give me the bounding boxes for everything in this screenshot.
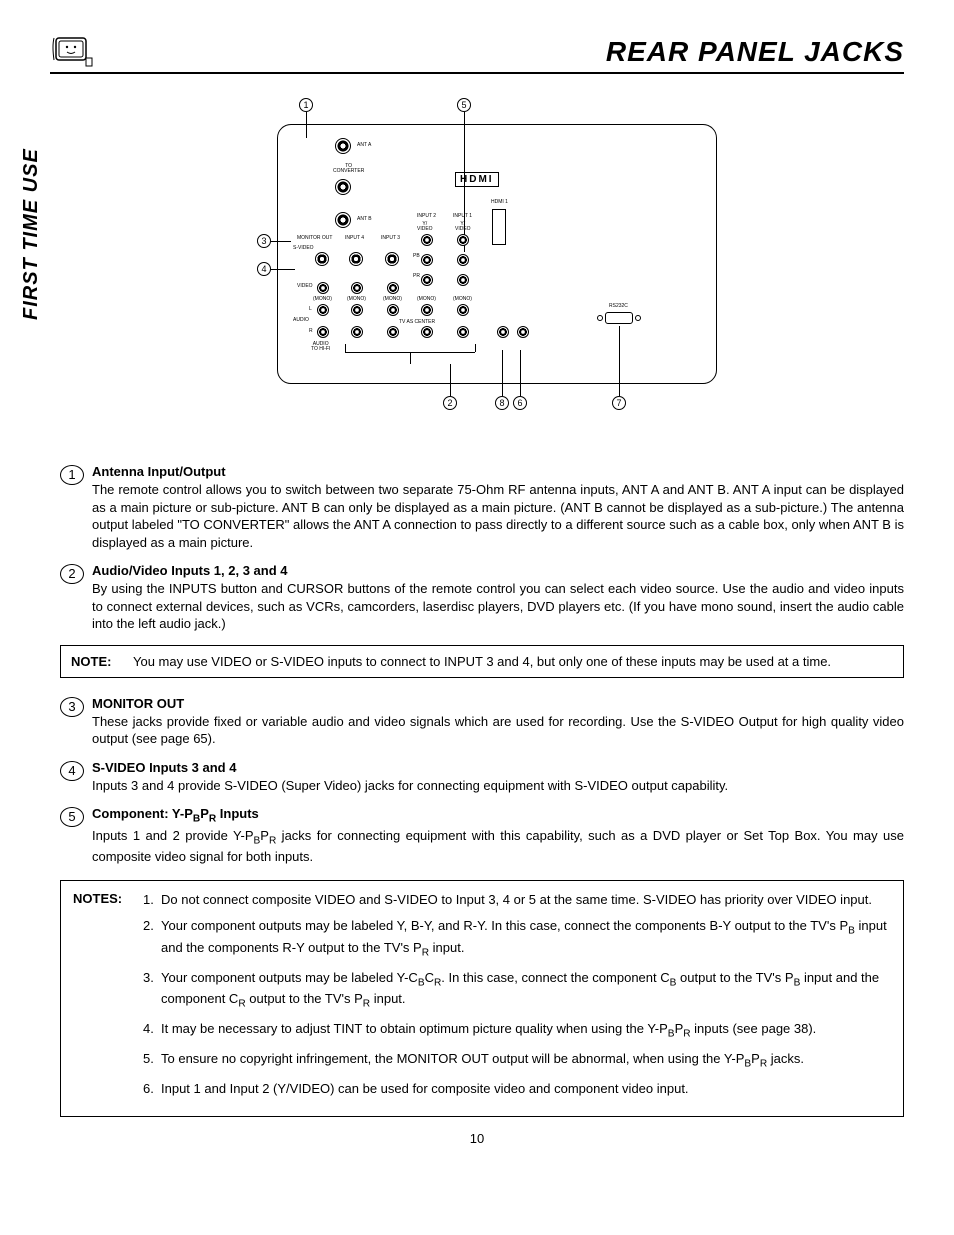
- notes-num: 1.: [143, 891, 161, 909]
- label-input3: INPUT 3: [381, 236, 400, 241]
- notes-num: 6.: [143, 1080, 161, 1098]
- label-video: VIDEO: [297, 284, 313, 289]
- item-3: 3 MONITOR OUT These jacks provide fixed …: [60, 696, 904, 748]
- callout-6: 6: [513, 396, 527, 410]
- label-hdmi1: HDMI 1: [491, 200, 508, 205]
- page-title: REAR PANEL JACKS: [606, 36, 904, 68]
- notes-row: 4.It may be necessary to adjust TINT to …: [143, 1020, 891, 1042]
- notes-box: NOTES: 1.Do not connect composite VIDEO …: [60, 880, 904, 1117]
- callout-4: 4: [257, 262, 271, 276]
- rear-panel-diagram: 1 5 3 4 2 8 6 7 ANT A TOCONVERTER ANT B …: [50, 94, 904, 434]
- label-audio-hifi: AUDIOTO HI-FI: [311, 342, 330, 352]
- callout-1: 1: [299, 98, 313, 112]
- label-input4: INPUT 4: [345, 236, 364, 241]
- item-text: These jacks provide fixed or variable au…: [92, 713, 904, 748]
- item-5: 5 Component: Y-PBPR Inputs Inputs 1 and …: [60, 806, 904, 865]
- notes-num: 2.: [143, 917, 161, 961]
- notes-text: Input 1 and Input 2 (Y/VIDEO) can be use…: [161, 1080, 689, 1098]
- item-heading: S-VIDEO Inputs 3 and 4: [92, 760, 904, 775]
- page-header: REAR PANEL JACKS: [50, 30, 904, 74]
- side-tab: FIRST TIME USE: [20, 148, 43, 320]
- label-yvideo2: Y/VIDEO: [455, 222, 471, 232]
- item-text: The remote control allows you to switch …: [92, 481, 904, 551]
- callout-3: 3: [257, 234, 271, 248]
- callout-2: 2: [443, 396, 457, 410]
- item-number: 1: [60, 465, 84, 485]
- item-heading: Component: Y-PBPR Inputs: [92, 806, 904, 825]
- label-rs232: RS232C: [609, 304, 628, 309]
- label-monitor-out: MONITOR OUT: [297, 236, 332, 241]
- label-r: R: [309, 329, 313, 334]
- item-2: 2 Audio/Video Inputs 1, 2, 3 and 4 By us…: [60, 563, 904, 633]
- label-ant-b: ANT B: [357, 217, 372, 222]
- label-mono4: (MONO): [417, 297, 436, 302]
- callout-7: 7: [612, 396, 626, 410]
- item-number: 3: [60, 697, 84, 717]
- callout-8: 8: [495, 396, 509, 410]
- item-1: 1 Antenna Input/Output The remote contro…: [60, 464, 904, 551]
- item-text: By using the INPUTS button and CURSOR bu…: [92, 580, 904, 633]
- label-tv-center: TV AS CENTER: [399, 320, 435, 325]
- notes-text: To ensure no copyright infringement, the…: [161, 1050, 804, 1072]
- notes-row: 5.To ensure no copyright infringement, t…: [143, 1050, 891, 1072]
- label-input2: INPUT 2: [417, 214, 436, 219]
- label-to-converter: TOCONVERTER: [333, 164, 364, 174]
- label-pr: PR: [413, 274, 420, 279]
- notes-text: Your component outputs may be labeled Y,…: [161, 917, 891, 961]
- main-content: 1 Antenna Input/Output The remote contro…: [60, 464, 904, 1117]
- label-input1: INPUT 1: [453, 214, 472, 219]
- label-svideo: S-VIDEO: [293, 246, 314, 251]
- item-heading: Audio/Video Inputs 1, 2, 3 and 4: [92, 563, 904, 578]
- item-number: 4: [60, 761, 84, 781]
- notes-row: 6.Input 1 and Input 2 (Y/VIDEO) can be u…: [143, 1080, 891, 1098]
- label-l: L: [309, 307, 312, 312]
- item-heading: Antenna Input/Output: [92, 464, 904, 479]
- item-4: 4 S-VIDEO Inputs 3 and 4 Inputs 3 and 4 …: [60, 760, 904, 795]
- label-mono3: (MONO): [383, 297, 402, 302]
- notes-text: It may be necessary to adjust TINT to ob…: [161, 1020, 816, 1042]
- notes-num: 5.: [143, 1050, 161, 1072]
- note-label: NOTE:: [71, 654, 133, 669]
- item-text: Inputs 1 and 2 provide Y-PBPR jacks for …: [92, 827, 904, 866]
- notes-row: 1.Do not connect composite VIDEO and S-V…: [143, 891, 891, 909]
- item-number: 5: [60, 807, 84, 827]
- note-box: NOTE: You may use VIDEO or S-VIDEO input…: [60, 645, 904, 678]
- item-heading: MONITOR OUT: [92, 696, 904, 711]
- label-mono5: (MONO): [453, 297, 472, 302]
- notes-row: 2.Your component outputs may be labeled …: [143, 917, 891, 961]
- label-yvideo: Y/VIDEO: [417, 222, 433, 232]
- label-mono2: (MONO): [347, 297, 366, 302]
- notes-label: NOTES:: [73, 891, 143, 1106]
- note-text: You may use VIDEO or S-VIDEO inputs to c…: [133, 654, 893, 669]
- hdmi-logo: HDMI: [455, 172, 499, 187]
- item-text: Inputs 3 and 4 provide S-VIDEO (Super Vi…: [92, 777, 904, 795]
- callout-5: 5: [457, 98, 471, 112]
- label-audio: AUDIO: [293, 318, 309, 323]
- label-pb: PB: [413, 254, 420, 259]
- label-mono1: (MONO): [313, 297, 332, 302]
- notes-num: 4.: [143, 1020, 161, 1042]
- item-number: 2: [60, 564, 84, 584]
- notes-text: Do not connect composite VIDEO and S-VID…: [161, 891, 872, 909]
- notes-row: 3.Your component outputs may be labeled …: [143, 969, 891, 1013]
- label-ant-a: ANT A: [357, 143, 371, 148]
- page-number: 10: [50, 1131, 904, 1146]
- notes-num: 3.: [143, 969, 161, 1013]
- tv-icon: [50, 30, 94, 68]
- notes-list: 1.Do not connect composite VIDEO and S-V…: [143, 891, 891, 1106]
- notes-text: Your component outputs may be labeled Y-…: [161, 969, 891, 1013]
